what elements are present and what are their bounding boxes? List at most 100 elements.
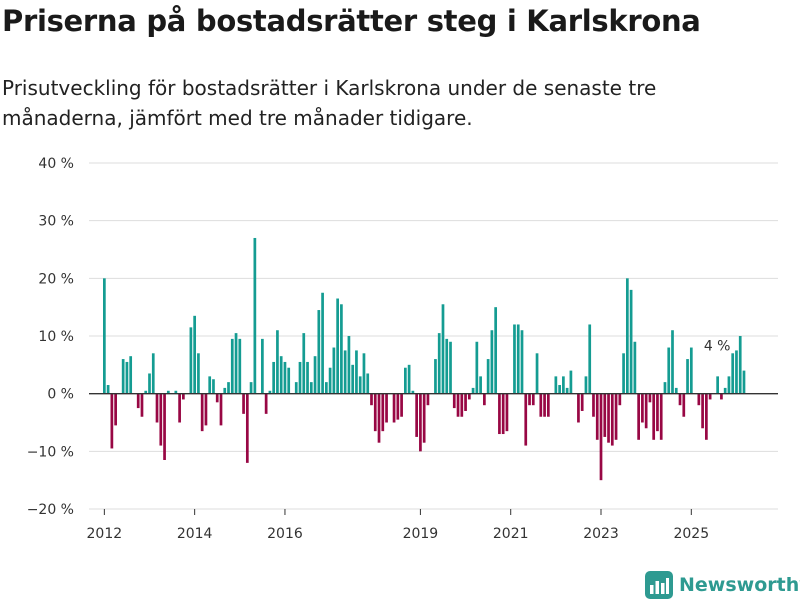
bar bbox=[182, 393, 185, 400]
bar bbox=[520, 330, 524, 394]
bar bbox=[340, 304, 343, 394]
bar bbox=[580, 393, 584, 411]
bar bbox=[106, 385, 110, 394]
bar bbox=[422, 393, 426, 443]
bar bbox=[272, 361, 276, 394]
bar bbox=[148, 373, 151, 394]
bar bbox=[309, 382, 313, 394]
bar bbox=[287, 367, 291, 394]
bar bbox=[249, 382, 253, 394]
bar bbox=[577, 393, 580, 423]
bar bbox=[189, 327, 193, 394]
bar bbox=[227, 382, 230, 394]
bar bbox=[362, 353, 366, 394]
bar bbox=[197, 353, 200, 394]
bar bbox=[385, 393, 388, 423]
bar bbox=[727, 376, 731, 394]
bar bbox=[407, 364, 411, 394]
annotation: 4 % bbox=[704, 339, 731, 355]
bar bbox=[302, 333, 306, 394]
bar bbox=[321, 292, 324, 394]
bar bbox=[347, 336, 351, 394]
bar bbox=[377, 393, 381, 443]
bar bbox=[588, 324, 592, 394]
bar bbox=[629, 289, 633, 394]
bar bbox=[546, 393, 550, 417]
bar bbox=[622, 353, 625, 394]
bar bbox=[441, 304, 445, 394]
bar bbox=[471, 387, 475, 394]
bar bbox=[114, 393, 117, 426]
x-tick-label: 2016 bbox=[267, 526, 303, 540]
bar bbox=[528, 393, 531, 406]
bar bbox=[513, 324, 516, 394]
bar bbox=[306, 361, 309, 394]
y-tick-label: −20 % bbox=[27, 502, 74, 518]
bar bbox=[659, 393, 663, 440]
bar bbox=[641, 393, 644, 423]
bar bbox=[501, 393, 505, 435]
bar bbox=[163, 393, 166, 460]
bar bbox=[599, 393, 603, 481]
bar bbox=[674, 387, 678, 394]
bar bbox=[486, 359, 490, 394]
bar bbox=[618, 393, 622, 406]
bar bbox=[298, 361, 302, 394]
bar bbox=[531, 393, 535, 406]
bar bbox=[742, 370, 746, 394]
bar bbox=[434, 359, 437, 394]
bar bbox=[283, 361, 287, 394]
bar bbox=[103, 278, 106, 394]
bar bbox=[456, 393, 460, 417]
x-tick-label: 2019 bbox=[403, 526, 439, 540]
bar bbox=[411, 390, 415, 394]
gridlines bbox=[89, 162, 778, 510]
bar bbox=[565, 387, 569, 394]
bar bbox=[223, 387, 227, 394]
bar bbox=[498, 393, 501, 435]
bar bbox=[234, 333, 238, 394]
bar bbox=[464, 393, 467, 411]
bar bbox=[610, 393, 614, 446]
bar bbox=[381, 393, 385, 432]
bar bbox=[328, 367, 332, 394]
bar bbox=[705, 393, 708, 440]
y-tick-label: 0 % bbox=[47, 387, 74, 403]
bar bbox=[558, 385, 561, 394]
bar bbox=[140, 393, 144, 417]
bar bbox=[475, 341, 479, 394]
bar bbox=[535, 353, 539, 394]
x-axis: 2012 2014 2016 2019 2021 2023 2025 bbox=[87, 509, 709, 540]
bar bbox=[204, 393, 208, 426]
bar bbox=[716, 376, 719, 394]
bar bbox=[110, 393, 114, 449]
bar bbox=[569, 370, 573, 394]
chart-title: Priserna på bostadsrätter steg i Karlskr… bbox=[2, 4, 701, 38]
bar bbox=[723, 387, 727, 394]
bar bbox=[125, 361, 129, 394]
bar bbox=[136, 393, 140, 409]
bar bbox=[219, 393, 223, 426]
bar-series bbox=[103, 237, 746, 481]
bar bbox=[437, 333, 441, 394]
bar bbox=[174, 390, 178, 394]
brand-logo: Newsworthy bbox=[644, 569, 800, 601]
bar bbox=[155, 393, 159, 423]
y-tick-label: 20 % bbox=[38, 271, 74, 287]
bar bbox=[396, 393, 400, 420]
bar bbox=[479, 376, 482, 394]
bar bbox=[343, 350, 347, 394]
bar bbox=[720, 393, 723, 400]
y-tick-label: 30 % bbox=[38, 214, 74, 230]
bar bbox=[151, 353, 155, 394]
bar bbox=[144, 390, 148, 394]
bar bbox=[607, 393, 610, 443]
bar bbox=[708, 393, 712, 400]
bar bbox=[366, 373, 370, 394]
x-tick-label: 2014 bbox=[177, 526, 213, 540]
bar bbox=[505, 393, 509, 432]
bar bbox=[735, 350, 738, 394]
bar bbox=[449, 341, 452, 394]
bar bbox=[494, 307, 498, 394]
newsworthy-logo-icon bbox=[645, 571, 673, 599]
